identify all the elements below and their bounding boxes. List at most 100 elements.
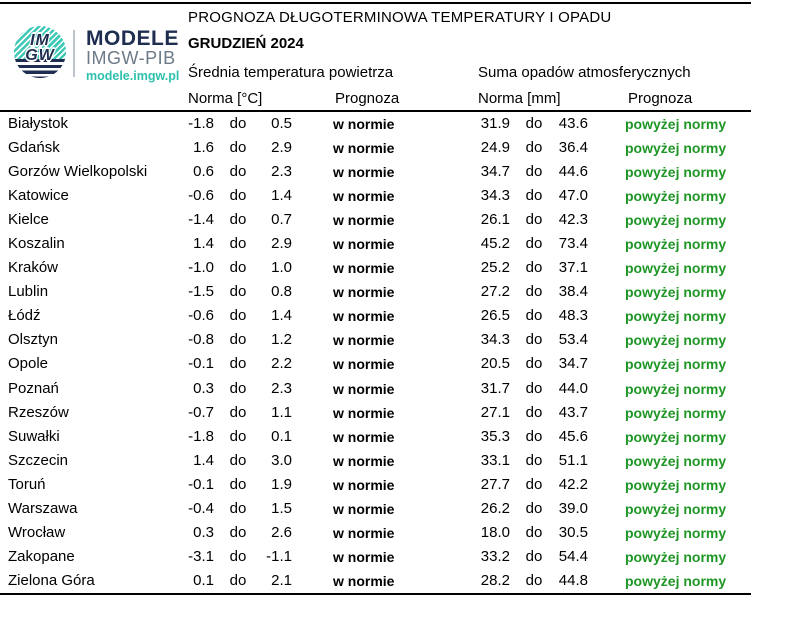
range-separator: do xyxy=(229,307,247,325)
precip-norm-min: 34.3 xyxy=(480,187,510,205)
precip-forecast: powyżej normy xyxy=(625,284,727,301)
range-separator: do xyxy=(525,283,543,301)
range-separator: do xyxy=(525,427,543,445)
range-separator: do xyxy=(229,139,247,157)
precip-forecast: powyżej normy xyxy=(625,188,727,205)
table-row: Zielona Góra 0.1 do 2.1 w normie 28.2 do… xyxy=(0,569,751,593)
table-row: Wrocław 0.3 do 2.6 w normie 18.0 do 30.5… xyxy=(0,521,751,545)
city-name: Opole xyxy=(8,355,49,373)
temp-norm-min: -0.6 xyxy=(188,307,214,325)
logo-letters: IM GW xyxy=(14,33,66,64)
precip-forecast: powyżej normy xyxy=(625,500,727,517)
forecast-table: Białystok -1.8 do 0.5 w normie 31.9 do 4… xyxy=(0,112,751,593)
temp-norm-max: 2.1 xyxy=(271,571,292,589)
city-name: Lublin xyxy=(8,283,49,301)
temp-forecast: w normie xyxy=(333,260,395,277)
range-separator: do xyxy=(525,499,543,517)
precip-norm-max: 48.3 xyxy=(558,307,588,325)
range-separator: do xyxy=(525,211,543,229)
temp-norm-max: 0.8 xyxy=(271,283,292,301)
temp-forecast: w normie xyxy=(333,236,395,253)
precip-norm-max: 44.6 xyxy=(558,163,588,181)
range-separator: do xyxy=(525,115,543,132)
precip-norm-min: 26.5 xyxy=(480,307,510,325)
range-separator: do xyxy=(229,331,247,349)
precip-norm-max: 38.4 xyxy=(558,283,588,301)
temp-forecast: w normie xyxy=(333,548,395,565)
range-separator: do xyxy=(229,283,247,301)
temp-norm-min: -1.0 xyxy=(188,259,214,277)
temp-norm-min: -0.8 xyxy=(188,331,214,349)
precip-forecast: powyżej normy xyxy=(625,164,727,181)
precip-forecast: powyżej normy xyxy=(625,212,727,229)
temp-norm-min: -0.4 xyxy=(188,499,214,517)
precip-norm-max: 43.7 xyxy=(558,403,588,421)
precip-norm-min: 25.2 xyxy=(480,259,510,277)
temp-norm-min: -0.1 xyxy=(188,475,214,493)
header-rule xyxy=(0,110,751,112)
precip-forecast: powyżej normy xyxy=(625,452,727,469)
table-row: Katowice -0.6 do 1.4 w normie 34.3 do 47… xyxy=(0,184,751,208)
precip-norm-min: 20.5 xyxy=(480,355,510,373)
precip-norm-max: 47.0 xyxy=(558,187,588,205)
range-separator: do xyxy=(525,571,543,589)
city-name: Białystok xyxy=(8,115,69,132)
range-separator: do xyxy=(229,571,247,589)
range-separator: do xyxy=(525,163,543,181)
city-name: Suwałki xyxy=(8,427,60,445)
temp-forecast: w normie xyxy=(333,308,395,325)
range-separator: do xyxy=(229,475,247,493)
precip-forecast: powyżej normy xyxy=(625,476,727,493)
precip-forecast: powyżej normy xyxy=(625,332,727,349)
range-separator: do xyxy=(525,523,543,541)
range-separator: do xyxy=(229,235,247,253)
temp-forecast-header: Prognoza xyxy=(335,90,400,107)
temp-forecast: w normie xyxy=(333,380,395,397)
temp-norm-header: Norma [°C] xyxy=(188,90,263,107)
precip-norm-max: 53.4 xyxy=(558,331,588,349)
temp-forecast: w normie xyxy=(333,164,395,181)
precip-forecast: powyżej normy xyxy=(625,356,727,373)
city-name: Zielona Góra xyxy=(8,571,95,589)
brand-url: modele.imgw.pl xyxy=(86,69,180,83)
precip-norm-max: 44.0 xyxy=(558,379,588,397)
precip-forecast: powyżej normy xyxy=(625,428,727,445)
temp-forecast: w normie xyxy=(333,140,395,157)
precip-norm-min: 27.7 xyxy=(480,475,510,493)
precip-forecast: powyżej normy xyxy=(625,236,727,253)
precip-forecast-header: Prognoza xyxy=(628,90,693,107)
precip-norm-max: 45.6 xyxy=(558,427,588,445)
range-separator: do xyxy=(229,403,247,421)
city-name: Olsztyn xyxy=(8,331,59,349)
temp-norm-min: -0.1 xyxy=(188,355,214,373)
temp-forecast: w normie xyxy=(333,284,395,301)
bottom-rule xyxy=(0,593,751,595)
temp-norm-max: -1.1 xyxy=(266,547,292,565)
temp-norm-max: 1.0 xyxy=(271,259,292,277)
range-separator: do xyxy=(525,139,543,157)
precip-norm-min: 45.2 xyxy=(480,235,510,253)
temp-norm-min: 0.1 xyxy=(193,571,214,589)
table-row: Suwałki -1.8 do 0.1 w normie 35.3 do 45.… xyxy=(0,425,751,449)
city-name: Kielce xyxy=(8,211,49,229)
range-separator: do xyxy=(229,355,247,373)
precip-norm-max: 30.5 xyxy=(558,523,588,541)
temp-norm-min: -1.8 xyxy=(188,115,214,132)
page-title: PROGNOZA DŁUGOTERMINOWA TEMPERATURY I OP… xyxy=(188,9,612,26)
precip-norm-max: 42.2 xyxy=(558,475,588,493)
precip-group-header: Suma opadów atmosferycznych xyxy=(478,64,691,81)
precip-forecast: powyżej normy xyxy=(625,404,727,421)
precip-forecast: powyżej normy xyxy=(625,548,727,565)
report-month: GRUDZIEŃ 2024 xyxy=(188,35,304,52)
table-row: Szczecin 1.4 do 3.0 w normie 33.1 do 51.… xyxy=(0,449,751,473)
precip-norm-min: 26.1 xyxy=(480,211,510,229)
temp-norm-max: 1.5 xyxy=(271,499,292,517)
table-row: Lublin -1.5 do 0.8 w normie 27.2 do 38.4… xyxy=(0,280,751,304)
temp-forecast: w normie xyxy=(333,452,395,469)
precip-forecast: powyżej normy xyxy=(625,116,727,132)
city-name: Poznań xyxy=(8,379,59,397)
city-name: Kraków xyxy=(8,259,59,277)
range-separator: do xyxy=(229,451,247,469)
precip-norm-max: 39.0 xyxy=(558,499,588,517)
temp-group-header: Średnia temperatura powietrza xyxy=(188,64,394,81)
